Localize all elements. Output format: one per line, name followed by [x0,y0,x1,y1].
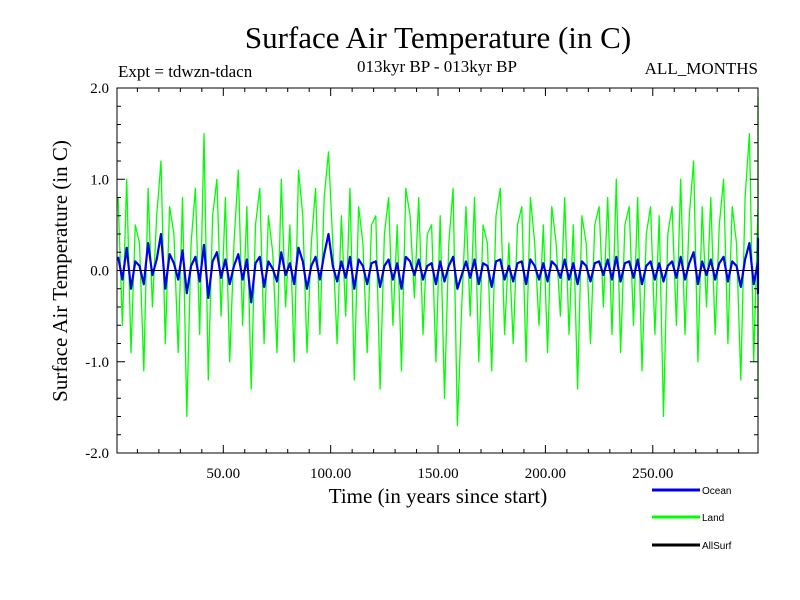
x-tick-label: 150.00 [417,466,458,482]
x-tick-label: 100.00 [310,466,351,482]
y-axis: -2.0 -1.0 0.0 1.0 2.0 [85,81,758,462]
period-label: 013kyr BP - 013kyr BP [357,57,517,76]
y-tick-label: 0.0 [90,264,109,280]
legend: Ocean Land AllSurf [652,486,732,552]
legend-label-land: Land [702,513,724,524]
y-tick-label: 2.0 [90,81,109,97]
months-label: ALL_MONTHS [645,59,758,78]
experiment-label: Expt = tdwzn-tdacn [118,62,253,81]
x-tick-label: 250.00 [632,466,673,482]
chart-title: Surface Air Temperature (in C) [245,20,631,55]
y-tick-label: -1.0 [85,355,109,371]
y-axis-label: Surface Air Temperature (in C) [48,140,72,402]
legend-label-ocean: Ocean [702,486,731,497]
y-tick-label: 1.0 [90,172,109,188]
x-axis-label: Time (in years since start) [329,484,548,508]
x-axis: 50.00 100.00 150.00 200.00 250.00 [136,88,740,482]
legend-label-allsurf: AllSurf [702,541,732,552]
y-tick-label: -2.0 [85,446,109,462]
x-tick-label: 50.00 [206,466,240,482]
x-tick-label: 200.00 [525,466,566,482]
